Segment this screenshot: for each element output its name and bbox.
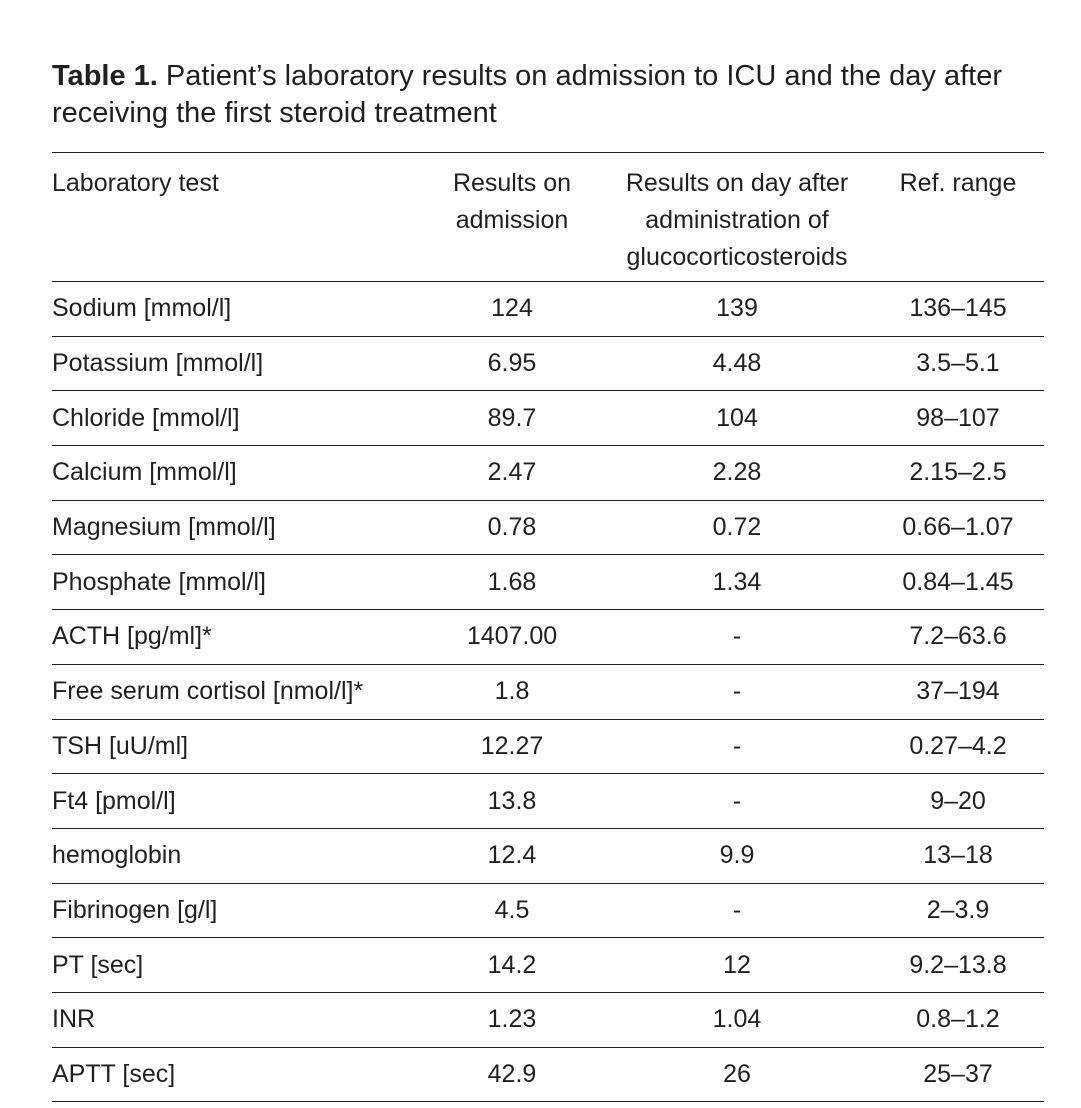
- header-laboratory-test: Laboratory test: [52, 169, 219, 197]
- cell-admission-value: 1.23: [422, 991, 602, 1048]
- cell-after-value: 139: [602, 281, 872, 337]
- cell-test-name: hemoglobin: [52, 827, 422, 884]
- table-label: Table 1.: [52, 60, 158, 92]
- table-row: Sodium [mmol/l] 124 139 136–145: [52, 281, 1044, 337]
- cell-test-name: PT [sec]: [52, 937, 422, 993]
- cell-admission-value: 12.4: [422, 827, 602, 884]
- table-row: TSH [uU/ml] 12.27-0.27–4.2: [52, 718, 1044, 774]
- cell-test-name: TSH [uU/ml]: [52, 718, 422, 774]
- cell-ref-range: 25–37: [872, 1046, 1044, 1103]
- table-title: Patient’s laboratory results on admissio…: [52, 60, 1002, 129]
- cell-after-value: 1.04: [602, 991, 872, 1048]
- cell-admission-value: 1407.00: [422, 609, 602, 665]
- cell-ref-range: 7.2–63.6: [872, 609, 1044, 665]
- cell-ref-range: 9.2–13.8: [872, 937, 1044, 993]
- cell-ref-range: 37–194: [872, 663, 1044, 719]
- table-row: Chloride [mmol/l] 89.7 104 98–107: [52, 390, 1044, 446]
- cell-test-name: Free serum cortisol [nmol/l]*: [52, 663, 422, 719]
- cell-admission-value: 124: [422, 281, 602, 337]
- header-results-after-steroids: Results on day after administration of g…: [625, 169, 849, 271]
- cell-ref-range: 136–145: [872, 281, 1044, 337]
- cell-admission-value: 14.2: [422, 937, 602, 993]
- cell-admission-value: 1.8: [422, 663, 602, 719]
- cell-admission-value: 4.5: [422, 882, 602, 938]
- cell-test-name: ACTH [pg/ml]*: [52, 609, 422, 665]
- cell-after-value: -: [602, 609, 872, 665]
- cell-ref-range: 0.66–1.07: [872, 499, 1044, 555]
- table-row: PT [sec] 14.2 12 9.2–13.8: [52, 937, 1044, 993]
- table-row: APTT [sec] 42.9 26 25–37: [52, 1046, 1044, 1103]
- cell-ref-range: 0.27–4.2: [872, 718, 1044, 774]
- cell-ref-range: 13–18: [872, 827, 1044, 884]
- cell-admission-value: 12.27: [422, 718, 602, 774]
- table-row: hemoglobin 12.4 9.9 13–18: [52, 827, 1044, 884]
- header-results-admission: Results on admission: [452, 169, 572, 234]
- cell-test-name: Chloride [mmol/l]: [52, 390, 422, 446]
- cell-admission-value: 13.8: [422, 773, 602, 829]
- table-row: Calcium [mmol/l] 2.47 2.28 2.15–2.5: [52, 445, 1044, 501]
- cell-after-value: 0.72: [602, 499, 872, 555]
- table-row: Magnesium [mmol/l] 0.78 0.72 0.66–1.07: [52, 499, 1044, 555]
- table-row: Potassium [mmol/l] 6.95 4.48 3.5–5.1: [52, 335, 1044, 391]
- lab-results-table: Laboratory test Results on admission Res…: [52, 152, 1044, 1103]
- header-ref-range: Ref. range: [899, 169, 1017, 197]
- cell-ref-range: 9–20: [872, 773, 1044, 829]
- cell-after-value: -: [602, 882, 872, 938]
- header-row: Laboratory test Results on admission Res…: [52, 152, 1044, 282]
- cell-after-value: -: [602, 663, 872, 719]
- cell-after-value: 9.9: [602, 827, 872, 884]
- table-row: Fibrinogen [g/l] 4.5-2–3.9: [52, 882, 1044, 938]
- cell-after-value: 12: [602, 937, 872, 993]
- table-row: ACTH [pg/ml]* 1407.00-7.2–63.6: [52, 609, 1044, 665]
- cell-test-name: Sodium [mmol/l]: [52, 281, 422, 337]
- cell-after-value: 26: [602, 1046, 872, 1103]
- table-caption: Table 1. Patient’s laboratory results on…: [52, 58, 1052, 132]
- cell-test-name: Magnesium [mmol/l]: [52, 499, 422, 555]
- cell-ref-range: 3.5–5.1: [872, 335, 1044, 391]
- cell-ref-range: 0.84–1.45: [872, 554, 1044, 610]
- cell-admission-value: 42.9: [422, 1046, 602, 1103]
- cell-ref-range: 98–107: [872, 390, 1044, 446]
- cell-after-value: 104: [602, 390, 872, 446]
- cell-ref-range: 2.15–2.5: [872, 445, 1044, 501]
- cell-test-name: Fibrinogen [g/l]: [52, 882, 422, 938]
- cell-after-value: -: [602, 773, 872, 829]
- cell-test-name: Phosphate [mmol/l]: [52, 554, 422, 610]
- cell-ref-range: 0.8–1.2: [872, 991, 1044, 1048]
- table-row: INR 1.23 1.04 0.8–1.2: [52, 991, 1044, 1048]
- cell-test-name: INR: [52, 991, 422, 1048]
- cell-after-value: 2.28: [602, 445, 872, 501]
- cell-ref-range: 2–3.9: [872, 882, 1044, 938]
- cell-test-name: Calcium [mmol/l]: [52, 445, 422, 501]
- cell-admission-value: 0.78: [422, 499, 602, 555]
- cell-admission-value: 1.68: [422, 554, 602, 610]
- table-row: Ft4 [pmol/l] 13.8-9–20: [52, 773, 1044, 829]
- table-row: Phosphate [mmol/l] 1.68 1.34 0.84–1.45: [52, 554, 1044, 610]
- cell-after-value: -: [602, 718, 872, 774]
- cell-admission-value: 2.47: [422, 445, 602, 501]
- cell-test-name: APTT [sec]: [52, 1046, 422, 1103]
- table-body: Sodium [mmol/l] 124 139 136–145 Potassium [m…: [52, 281, 1044, 1103]
- cell-admission-value: 6.95: [422, 335, 602, 391]
- cell-after-value: 1.34: [602, 554, 872, 610]
- cell-test-name: Potassium [mmol/l]: [52, 335, 422, 391]
- table-row: Free serum cortisol [nmol/l]* 1.8-37–194: [52, 663, 1044, 719]
- cell-admission-value: 89.7: [422, 390, 602, 446]
- cell-test-name: Ft4 [pmol/l]: [52, 773, 422, 829]
- cell-after-value: 4.48: [602, 335, 872, 391]
